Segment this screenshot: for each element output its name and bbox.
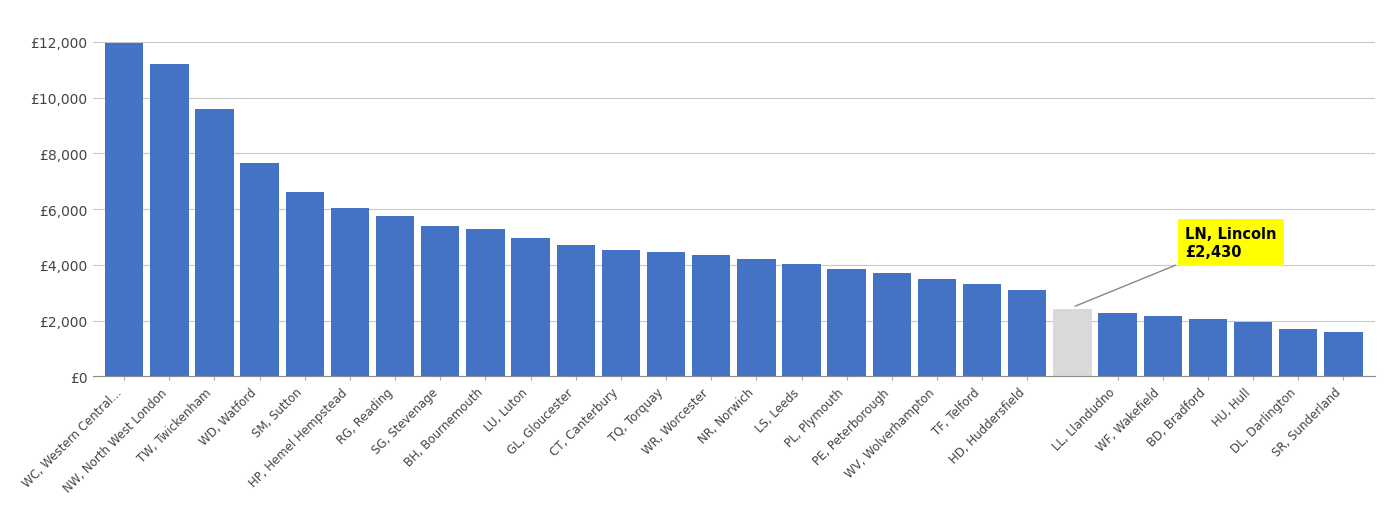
Bar — [1234, 322, 1272, 377]
Bar — [196, 109, 234, 377]
Bar — [331, 208, 370, 377]
Bar — [1098, 313, 1137, 377]
Bar — [963, 285, 1001, 377]
Bar — [1325, 332, 1362, 377]
Bar — [375, 217, 414, 377]
Bar — [421, 227, 460, 377]
Bar — [646, 253, 685, 377]
Bar — [512, 239, 550, 377]
Bar — [1054, 309, 1091, 377]
Bar — [737, 260, 776, 377]
Bar — [827, 270, 866, 377]
Bar — [1279, 329, 1318, 377]
Bar — [1144, 317, 1182, 377]
Bar — [783, 264, 820, 377]
Bar — [873, 274, 910, 377]
Bar — [917, 279, 956, 377]
Bar — [1188, 320, 1227, 377]
Bar — [556, 246, 595, 377]
Text: LN, Lincoln
£2,430: LN, Lincoln £2,430 — [1074, 227, 1277, 306]
Bar — [106, 44, 143, 377]
Bar — [1008, 291, 1047, 377]
Bar — [285, 193, 324, 377]
Bar — [150, 65, 189, 377]
Bar — [602, 250, 639, 377]
Bar — [240, 164, 279, 377]
Bar — [466, 229, 505, 377]
Bar — [692, 256, 730, 377]
